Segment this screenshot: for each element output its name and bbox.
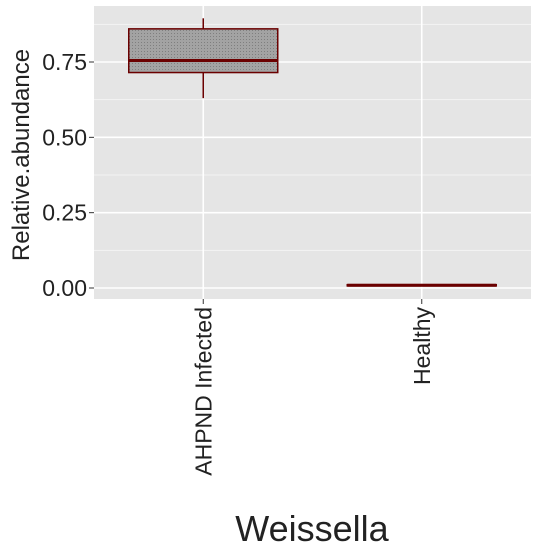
y-tick-label: 0.50 [42, 124, 87, 150]
y-tick-label: 0.25 [42, 200, 87, 226]
y-tick-label: 0.00 [42, 275, 87, 301]
box-body [128, 28, 279, 74]
chart-title: Weissella [235, 508, 389, 549]
x-tick-label: Healthy [409, 307, 435, 385]
x-axis-ticks: AHPND Infected Healthy [190, 299, 435, 476]
y-axis-title: Relative.abundance [8, 49, 35, 261]
y-axis-ticks: 0.00 0.25 0.50 0.75 [42, 49, 94, 301]
box-layer [128, 18, 497, 287]
y-tick-label: 0.75 [42, 49, 87, 75]
x-tick-label: AHPND Infected [190, 307, 216, 476]
